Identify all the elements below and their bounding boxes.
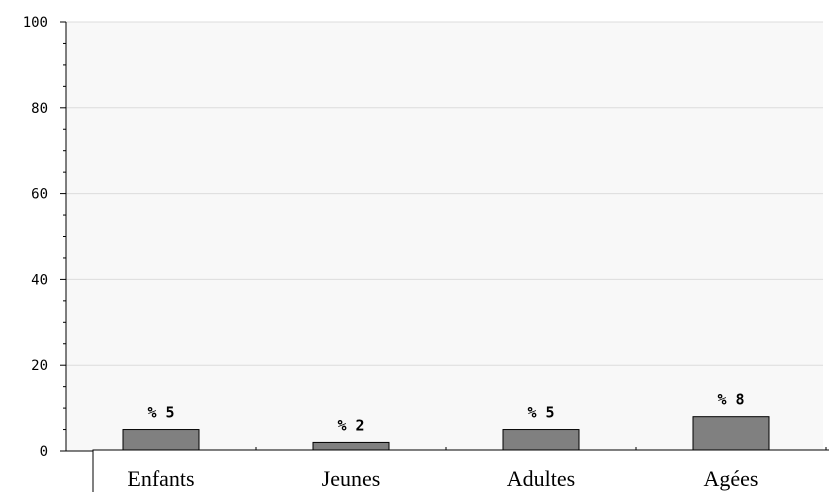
plot-background [66,22,823,451]
category-labels: Enfants Jeunes Adultes Agées [127,466,758,491]
data-label: % 2 [337,416,364,434]
data-label: % 5 [527,404,554,422]
data-label: % 8 [717,391,744,409]
y-tick-label: 40 [31,272,48,288]
y-tick-label: 60 [31,187,48,203]
y-tick-label: 80 [31,101,48,117]
category-label: Enfants [127,466,194,491]
y-tick-label: 100 [23,15,48,31]
bar [502,429,580,452]
category-label: Adultes [507,466,575,491]
category-label: Jeunes [322,466,381,491]
bar [122,429,200,452]
gridlines [60,21,823,452]
y-tick-label: 0 [40,444,48,460]
category-label: Agées [704,466,759,491]
data-labels: % 5 % 2 % 5 % 8 [147,391,744,435]
y-tick-labels: 0 20 40 60 80 100 [23,15,48,460]
bar [692,416,770,452]
category-label-box [92,449,829,492]
data-label: % 5 [147,404,174,422]
y-tick-label: 20 [31,358,48,374]
